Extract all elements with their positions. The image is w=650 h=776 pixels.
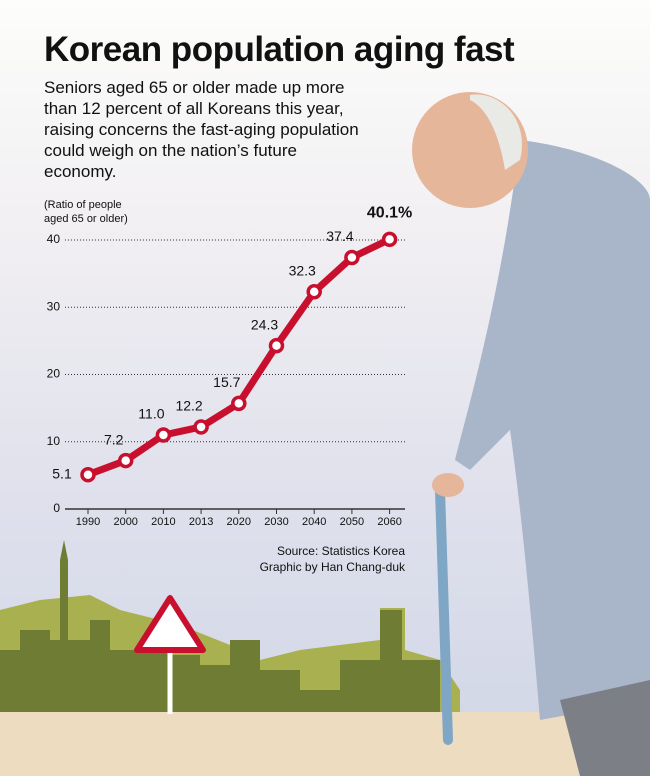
x-tick-label: 2050 xyxy=(340,516,364,528)
value-label: 40.1% xyxy=(367,205,412,222)
man-trousers xyxy=(560,680,650,776)
source: Source: Statistics Korea xyxy=(277,544,405,558)
value-label: 12.2 xyxy=(175,398,202,414)
x-tick-label: 2040 xyxy=(302,516,326,528)
value-label: 15.7 xyxy=(213,374,240,390)
man-hair xyxy=(470,94,522,170)
line xyxy=(86,236,392,478)
point xyxy=(117,452,134,469)
subtitle: Seniors aged 65 or older made up more th… xyxy=(44,78,359,181)
point xyxy=(80,466,96,483)
value-label: 11.0 xyxy=(138,406,164,422)
value-label: 37.4 xyxy=(326,228,353,244)
x-tick-label: 2013 xyxy=(189,516,213,528)
cane xyxy=(435,485,453,745)
value-label: 5.1 xyxy=(52,465,72,481)
man-hand xyxy=(432,473,464,497)
point xyxy=(155,427,172,443)
y-axis-label: aged 65 or older) xyxy=(44,213,128,225)
x-tick-label: 1990 xyxy=(76,516,100,528)
title: Korean population aging fast xyxy=(44,30,515,69)
credit: Graphic by Han Chang-duk xyxy=(260,560,406,574)
y-tick-label: 20 xyxy=(47,367,61,381)
x-tick-label: 2030 xyxy=(264,516,288,528)
ground xyxy=(0,712,650,776)
point xyxy=(193,419,209,435)
y-tick-label: 30 xyxy=(47,299,61,313)
man-coat xyxy=(455,140,650,720)
x-tick-label: 2010 xyxy=(151,516,175,528)
point xyxy=(381,231,398,248)
point xyxy=(306,284,322,300)
skyline-front xyxy=(0,540,440,720)
point xyxy=(344,249,360,266)
value-label: 32.3 xyxy=(289,262,316,278)
point xyxy=(231,395,247,412)
warning-sign xyxy=(134,595,206,653)
y-tick-label: 0 xyxy=(53,501,60,515)
x-tick-label: 2000 xyxy=(113,516,137,528)
x-tick-label: 2020 xyxy=(227,516,251,528)
value-label: 24.3 xyxy=(251,316,278,332)
y-axis-label: (Ratio of people xyxy=(44,199,122,211)
y-tick-label: 40 xyxy=(47,232,61,246)
value-label: 7.2 xyxy=(104,431,124,447)
point xyxy=(268,337,285,354)
x-tick-label: 2060 xyxy=(377,516,401,528)
y-tick-label: 10 xyxy=(47,434,61,448)
